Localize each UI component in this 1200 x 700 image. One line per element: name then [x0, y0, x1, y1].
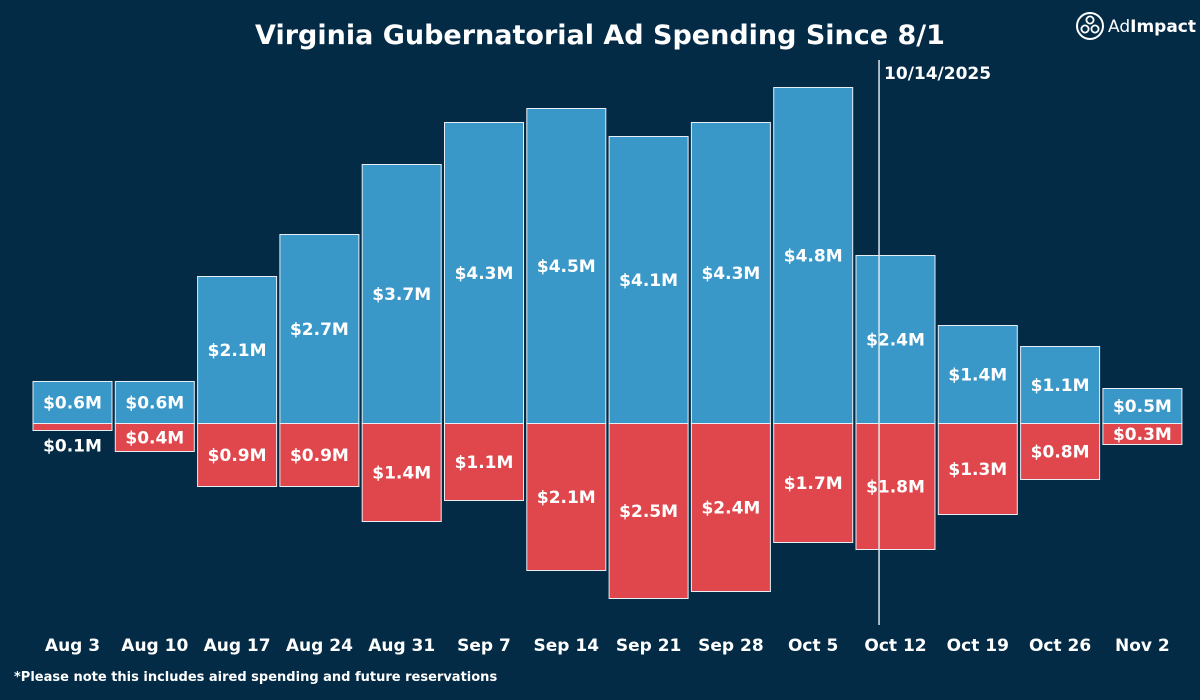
bar-up-label-12: $1.1M: [1031, 376, 1090, 396]
bar-up-9: [773, 87, 854, 424]
bar-up-5: [444, 122, 524, 424]
category-label-1: Aug 10: [121, 636, 188, 656]
bar-up-label-6: $4.5M: [537, 257, 596, 277]
bar-up-label-1: $0.6M: [125, 394, 184, 414]
bar-down-5: [444, 423, 524, 501]
bar-up-label-4: $3.7M: [372, 285, 431, 305]
footnote: *Please note this includes aired spendin…: [14, 670, 497, 685]
bar-down-label-7: $2.5M: [619, 502, 678, 522]
date-marker: 10/14/2025: [878, 60, 991, 625]
bar-down-label-12: $0.8M: [1031, 443, 1090, 463]
bar-down-9: [773, 423, 854, 543]
bar-down-label-11: $1.3M: [948, 460, 1007, 480]
bar-down-13: [1102, 423, 1183, 445]
bar-down-7: [608, 423, 689, 599]
bar-up-3: [279, 234, 360, 424]
bar-down-0: [32, 423, 113, 431]
category-label-11: Oct 19: [947, 636, 1009, 656]
bar-up-1: [114, 381, 195, 424]
bar-up-6: [526, 108, 607, 424]
date-marker-label: 10/14/2025: [884, 64, 991, 84]
category-labels: Aug 3 Aug 10 Aug 17 Aug 24 Aug 31 Sep 7 Sep 14…: [45, 636, 1170, 656]
category-label-7: Sep 21: [616, 636, 682, 656]
bar-up-label-7: $4.1M: [619, 271, 678, 291]
brand-name-bold: Impact: [1130, 17, 1196, 37]
bar-up-12: [1020, 346, 1101, 424]
category-label-12: Oct 26: [1029, 636, 1091, 656]
category-label-10: Oct 12: [864, 636, 926, 656]
bar-down-label-1: $0.4M: [125, 429, 184, 449]
bar-up-label-2: $2.1M: [208, 341, 267, 361]
bar-down-label-2: $0.9M: [208, 446, 267, 466]
bar-down-12: [1020, 423, 1101, 480]
bar-up-8: [690, 122, 771, 424]
brand-name-light: Ad: [1108, 17, 1130, 37]
adimpact-logo-icon: [1076, 12, 1104, 40]
category-label-13: Nov 2: [1115, 636, 1170, 656]
bar-up-label-3: $2.7M: [290, 320, 349, 340]
bar-down-label-8: $2.4M: [701, 499, 760, 519]
bar-down-label-13: $0.3M: [1113, 425, 1172, 445]
bar-down-label-9: $1.7M: [784, 474, 843, 494]
labels-layer: $0.6M $0.1M $0.6M $0.4M $2.1M $0.9M $2.7M $0.9M…: [43, 247, 1172, 523]
bar-up-label-10: $2.4M: [866, 331, 925, 351]
category-label-8: Sep 28: [698, 636, 764, 656]
bar-down-label-4: $1.4M: [372, 464, 431, 484]
bar-up-11: [937, 325, 1018, 424]
bar-down-8: [690, 423, 771, 592]
bar-down-label-6: $2.1M: [537, 488, 596, 508]
bar-down-label-3: $0.9M: [290, 446, 349, 466]
bar-up-4: [361, 164, 442, 424]
bar-down-4: [361, 423, 442, 522]
chart-title: Virginia Gubernatorial Ad Spending Since…: [255, 20, 945, 51]
bar-up-label-0: $0.6M: [43, 394, 102, 414]
bar-up-13: [1102, 388, 1183, 424]
bar-down-label-5: $1.1M: [455, 453, 514, 473]
bar-up-label-8: $4.3M: [701, 264, 760, 284]
category-label-2: Aug 17: [204, 636, 271, 656]
bar-up-7: [608, 136, 689, 424]
category-label-4: Aug 31: [368, 636, 435, 656]
bar-down-6: [526, 423, 607, 571]
bar-down-11: [937, 423, 1018, 515]
bar-up-label-11: $1.4M: [948, 366, 1007, 386]
category-label-9: Oct 5: [788, 636, 838, 656]
bar-down-label-10: $1.8M: [866, 478, 925, 498]
bar-up-10: [855, 255, 936, 424]
bar-down-1: [114, 423, 195, 452]
bar-up-label-9: $4.8M: [784, 247, 843, 267]
brand-logo: AdImpact: [1076, 12, 1196, 40]
bar-down-2: [197, 423, 278, 487]
category-label-3: Aug 24: [286, 636, 353, 656]
bar-down-3: [279, 423, 360, 487]
bar-down-label-0: $0.1M: [43, 437, 102, 457]
bars-layer: [32, 87, 1183, 599]
category-label-5: Sep 7: [457, 636, 511, 656]
brand-name: AdImpact: [1108, 17, 1196, 37]
bar-up-label-5: $4.3M: [455, 264, 514, 284]
category-label-6: Sep 14: [534, 636, 600, 656]
bar-up-label-13: $0.5M: [1113, 397, 1172, 417]
bar-down-10: [855, 423, 936, 550]
category-label-0: Aug 3: [45, 636, 100, 656]
bar-up-2: [197, 276, 278, 424]
